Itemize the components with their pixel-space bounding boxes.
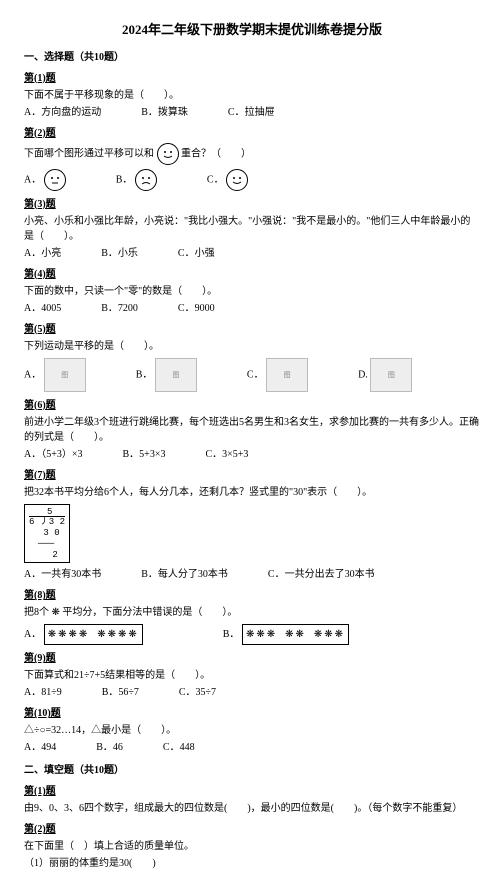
q4-opt-b: B．7200 xyxy=(101,301,138,316)
q5-opt-a: A． 图 xyxy=(24,358,86,392)
q5-text: 下列运动是平移的是（ ）。 xyxy=(24,339,480,354)
q5-c-label: C． xyxy=(247,369,264,380)
fan-icon: 图 xyxy=(155,358,197,392)
q8-num: 第(8)题 xyxy=(24,588,480,603)
q10-text: △÷○=32…14，△最小是（ ）。 xyxy=(24,723,480,738)
q7-options: A．一共有30本书 B．每人分了30本书 C．一共分出去了30本书 xyxy=(24,567,480,582)
q9-opt-b: B．56÷7 xyxy=(102,685,139,700)
q2-num: 第(2)题 xyxy=(24,126,480,141)
q1-options: A．方向盘的运动 B．拨算珠 C．拉抽屉 xyxy=(24,105,480,120)
sad-face-icon xyxy=(135,169,157,191)
q5-num: 第(5)题 xyxy=(24,322,480,337)
q1-text: 下面不属于平移现象的是（ ）。 xyxy=(24,88,480,103)
div-l2: 6 丿3 2 xyxy=(29,517,65,528)
page-title: 2024年二年级下册数学期末提优训练卷提分版 xyxy=(24,20,480,40)
q2-text: 下面哪个图形通过平移可以和 重合？（ ） xyxy=(24,143,480,165)
q6-num: 第(6)题 xyxy=(24,398,480,413)
q10-num: 第(10)题 xyxy=(24,706,480,721)
smile-face-icon-2 xyxy=(226,169,248,191)
q8-opt-b: B． ❋❋❋❋❋❋❋❋ xyxy=(223,624,349,645)
q8-options: A． ❋❋❋❋❋❋❋❋ B． ❋❋❋❋❋❋❋❋ xyxy=(24,624,480,645)
q5-a-label: A． xyxy=(24,369,41,380)
q5-d-label: D. xyxy=(358,369,368,380)
q9-options: A．81÷9 B．56÷7 C．35÷7 xyxy=(24,685,480,700)
q1-opt-b: B．拨算珠 xyxy=(141,105,188,120)
door-icon: 图 xyxy=(370,358,412,392)
q6-options: A．（5+3）×3 B．5+3×3 C．3×5+3 xyxy=(24,447,480,462)
q6-opt-a: A．（5+3）×3 xyxy=(24,447,83,462)
fq1-text: 由9、0、3、6四个数字，组成最大的四位数是( )，最小的四位数是( )。（每个… xyxy=(24,801,480,816)
section-1-title: 一、选择题（共10题） xyxy=(24,50,480,65)
q6-opt-b: B．5+3×3 xyxy=(123,447,166,462)
q2-opt-c-label: C． xyxy=(207,174,224,185)
q2-opt-b-label: B． xyxy=(116,174,133,185)
q6-text: 前进小学二年级3个班进行跳绳比赛，每个班选出5名男生和3名女生，求参加比赛的一共… xyxy=(24,415,480,445)
q7-num: 第(7)题 xyxy=(24,468,480,483)
div-l1: 5 xyxy=(29,507,65,518)
q3-options: A．小亮 B．小乐 C．小强 xyxy=(24,246,480,261)
q10-options: A．494 B．46 C．448 xyxy=(24,740,480,755)
q5-opt-d: D. 图 xyxy=(358,358,412,392)
q1-num: 第(1)题 xyxy=(24,71,480,86)
q2-text-post: 重合？（ ） xyxy=(181,148,251,159)
q5-opt-c: C． 图 xyxy=(247,358,308,392)
q2-opt-c: C． xyxy=(207,169,248,191)
q1-opt-a: A．方向盘的运动 xyxy=(24,105,101,120)
q8-b-label: B． xyxy=(223,629,240,640)
q4-text: 下面的数中，只读一个"零"的数是（ ）。 xyxy=(24,284,480,299)
q5-options: A． 图 B． 图 C． 图 D. 图 xyxy=(24,358,480,392)
q5-opt-b: B． 图 xyxy=(136,358,197,392)
q4-options: A．4005 B．7200 C．9000 xyxy=(24,301,480,316)
q4-opt-a: A．4005 xyxy=(24,301,61,316)
div-l3: 3 0 xyxy=(29,528,65,539)
q3-opt-b: B．小乐 xyxy=(101,246,138,261)
q3-opt-c: C．小强 xyxy=(178,246,215,261)
q1-opt-c: C．拉抽屉 xyxy=(228,105,275,120)
q3-opt-a: A．小亮 xyxy=(24,246,61,261)
clock-icon: 图 xyxy=(266,358,308,392)
q3-num: 第(3)题 xyxy=(24,197,480,212)
q9-opt-a: A．81÷9 xyxy=(24,685,62,700)
smile-face-icon xyxy=(157,143,179,165)
q3-text: 小亮、小乐和小强比年龄，小亮说："我比小强大。"小强说："我不是最小的。"他们三… xyxy=(24,214,480,244)
q9-num: 第(9)题 xyxy=(24,651,480,666)
division-vertical-box: 5 6 丿3 2 3 0 ─── 2 xyxy=(24,504,70,564)
fq2-text: 在下面里（ ）填上合适的质量单位。 xyxy=(24,839,480,854)
q10-opt-c: C．448 xyxy=(163,740,195,755)
q2-options: A． B． C． xyxy=(24,169,480,191)
flower-group-a: ❋❋❋❋❋❋❋❋ xyxy=(44,624,143,645)
q6-opt-c: C．3×5+3 xyxy=(205,447,248,462)
q2-opt-a: A． xyxy=(24,169,66,191)
q7-opt-c: C．一共分出去了30本书 xyxy=(268,567,375,582)
q10-opt-b: B．46 xyxy=(96,740,123,755)
flower-group-b: ❋❋❋❋❋❋❋❋ xyxy=(242,624,349,645)
q2-opt-b: B． xyxy=(116,169,157,191)
q5-b-label: B． xyxy=(136,369,153,380)
section-2-title: 二、填空题（共10题） xyxy=(24,763,480,778)
fq2-num: 第(2)题 xyxy=(24,822,480,837)
q8-text: 把8个 ❋ 平均分，下面分法中错误的是（ ）。 xyxy=(24,605,480,620)
fq2-sub: （1）丽丽的体重约是30( ) xyxy=(24,856,480,871)
q9-opt-c: C．35÷7 xyxy=(179,685,216,700)
q2-opt-a-label: A． xyxy=(24,174,41,185)
q7-text: 把32本书平均分给6个人，每人分几本，还剩几本？竖式里的"30"表示（ ）。 xyxy=(24,485,480,500)
fq1-num: 第(1)题 xyxy=(24,784,480,799)
neutral-face-icon xyxy=(44,169,66,191)
q7-opt-a: A．一共有30本书 xyxy=(24,567,101,582)
q4-num: 第(4)题 xyxy=(24,267,480,282)
q9-text: 下面算式和21÷7+5结果相等的是（ ）。 xyxy=(24,668,480,683)
q2-text-pre: 下面哪个图形通过平移可以和 xyxy=(24,148,154,159)
hula-hoop-icon: 图 xyxy=(44,358,86,392)
q10-opt-a: A．494 xyxy=(24,740,56,755)
q7-opt-b: B．每人分了30本书 xyxy=(141,567,228,582)
q8-opt-a: A． ❋❋❋❋❋❋❋❋ xyxy=(24,624,143,645)
q4-opt-c: C．9000 xyxy=(178,301,215,316)
q8-a-label: A． xyxy=(24,629,41,640)
div-l4: ─── xyxy=(29,539,65,550)
div-l5: 2 xyxy=(29,550,65,561)
